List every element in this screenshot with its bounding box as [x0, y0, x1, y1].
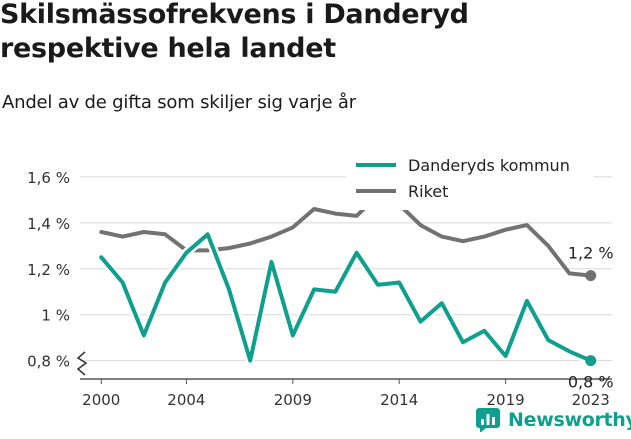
- brand-name: Newsworthy: [508, 409, 631, 431]
- y-tick-label: 0,8 %: [27, 353, 70, 371]
- legend-background: [346, 152, 594, 210]
- x-tick-label: 2004: [167, 391, 205, 409]
- x-axis: [76, 351, 612, 380]
- y-tick-label: 1,2 %: [27, 261, 70, 279]
- axis-break-icon: [76, 351, 88, 376]
- series-lines: 1,2 % 0,8 %: [96, 193, 614, 392]
- series-end-label: 1,2 %: [568, 244, 614, 263]
- x-tick-label: 2000: [82, 391, 120, 409]
- x-tick-label: 2009: [274, 391, 312, 409]
- newsworthy-logo-icon: [476, 408, 500, 432]
- series-end-point: [585, 270, 597, 282]
- y-tick-label: 1 %: [41, 307, 70, 325]
- chart-title: Skilsmässofrekvens i Danderyd respektive…: [0, 0, 469, 64]
- newsworthy-brand: Newsworthy: [476, 408, 631, 432]
- x-axis-ticks: 2000 2004 2009 2014 2019 2023: [82, 379, 610, 409]
- legend-label: Riket: [408, 182, 448, 201]
- legend: Danderyds kommun Riket: [346, 152, 594, 210]
- y-tick-label: 1,4 %: [27, 215, 70, 233]
- y-axis-ticks: 0,8 % 1 % 1,2 % 1,4 % 1,6 %: [27, 169, 70, 371]
- legend-label: Danderyds kommun: [408, 156, 570, 175]
- y-tick-label: 1,6 %: [27, 169, 70, 187]
- series-line: [99, 232, 593, 363]
- chart-subtitle: Andel av de gifta som skiljer sig varje …: [2, 92, 356, 113]
- x-tick-label: 2014: [380, 391, 418, 409]
- series-end-point: [585, 355, 597, 367]
- x-tick-label: 2019: [487, 391, 525, 409]
- series-line: [99, 193, 593, 278]
- series-halo: [96, 229, 596, 366]
- x-tick-label: 2023: [572, 391, 610, 409]
- series-end-label: 0,8 %: [568, 373, 614, 392]
